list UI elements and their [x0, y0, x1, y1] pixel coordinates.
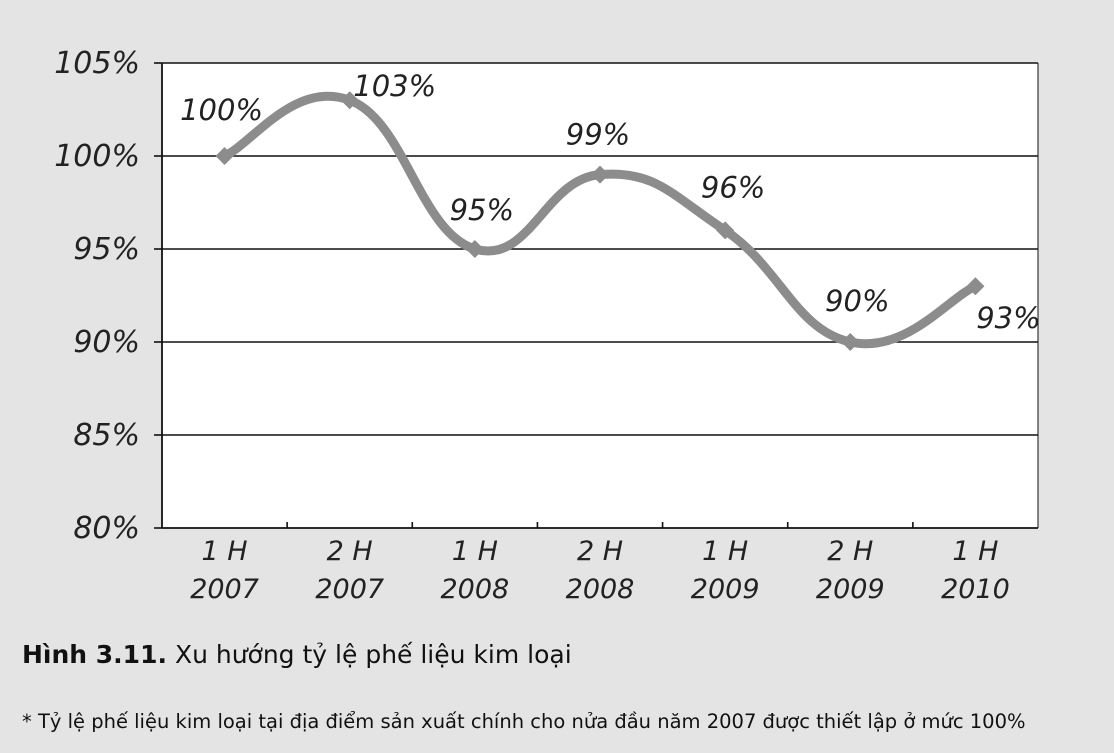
data-label: 96%: [701, 170, 765, 204]
plot-area: [162, 63, 1038, 528]
x-tick-label: 2010: [941, 574, 1010, 605]
x-tick-label: 2 H: [827, 536, 873, 567]
data-label: 103%: [353, 69, 436, 103]
data-point: [966, 277, 985, 296]
chart: 80% 85% 90% 95% 100% 105% 1 H 2007 2 H 2007 1 H 200…: [54, 46, 1040, 605]
data-point: [841, 333, 860, 351]
x-tick-label: 2008: [440, 574, 509, 605]
y-tick-label: 85%: [73, 418, 140, 453]
x-tick-label: 1 H: [202, 536, 248, 567]
data-point: [591, 165, 609, 184]
x-tick-label: 2008: [566, 574, 635, 605]
data-point: [215, 147, 234, 165]
x-tick-label: 1 H: [452, 536, 498, 567]
figure-caption: Hình 3.11. Xu hướng tỷ lệ phế liệu kim l…: [22, 640, 572, 669]
x-tick-label: 2007: [315, 574, 384, 605]
data-point: [340, 91, 359, 110]
y-tick-label: 105%: [54, 46, 140, 81]
data-point: [716, 221, 735, 240]
y-tick-label: 95%: [73, 232, 140, 267]
x-tick-label: 2007: [190, 574, 259, 605]
footnote: * Tỷ lệ phế liệu kim loại tại địa điểm s…: [22, 710, 1026, 733]
y-tick-label: 80%: [73, 511, 140, 546]
x-tick-label: 2 H: [577, 536, 623, 567]
x-tick-label: 2 H: [327, 536, 373, 567]
data-label: 99%: [566, 118, 630, 152]
line-chart: 80% 85% 90% 95% 100% 105% 1 H 2007 2 H 2007 1 H 200…: [54, 46, 1040, 605]
data-label: 90%: [825, 284, 889, 318]
data-label: 93%: [976, 301, 1040, 335]
y-tick-label: 90%: [73, 325, 140, 360]
x-tick-label: 1 H: [702, 536, 748, 567]
figure-title: Xu hướng tỷ lệ phế liệu kim loại: [174, 640, 572, 669]
y-tick-label: 100%: [54, 139, 140, 174]
x-tick-label: 2009: [691, 574, 760, 605]
figure-number: Hình 3.11.: [22, 640, 167, 669]
x-tick-label: 2009: [816, 574, 885, 605]
x-tick-label: 1 H: [952, 536, 998, 567]
data-label: 95%: [450, 193, 514, 227]
data-label: 100%: [180, 93, 263, 127]
data-point: [465, 240, 484, 258]
